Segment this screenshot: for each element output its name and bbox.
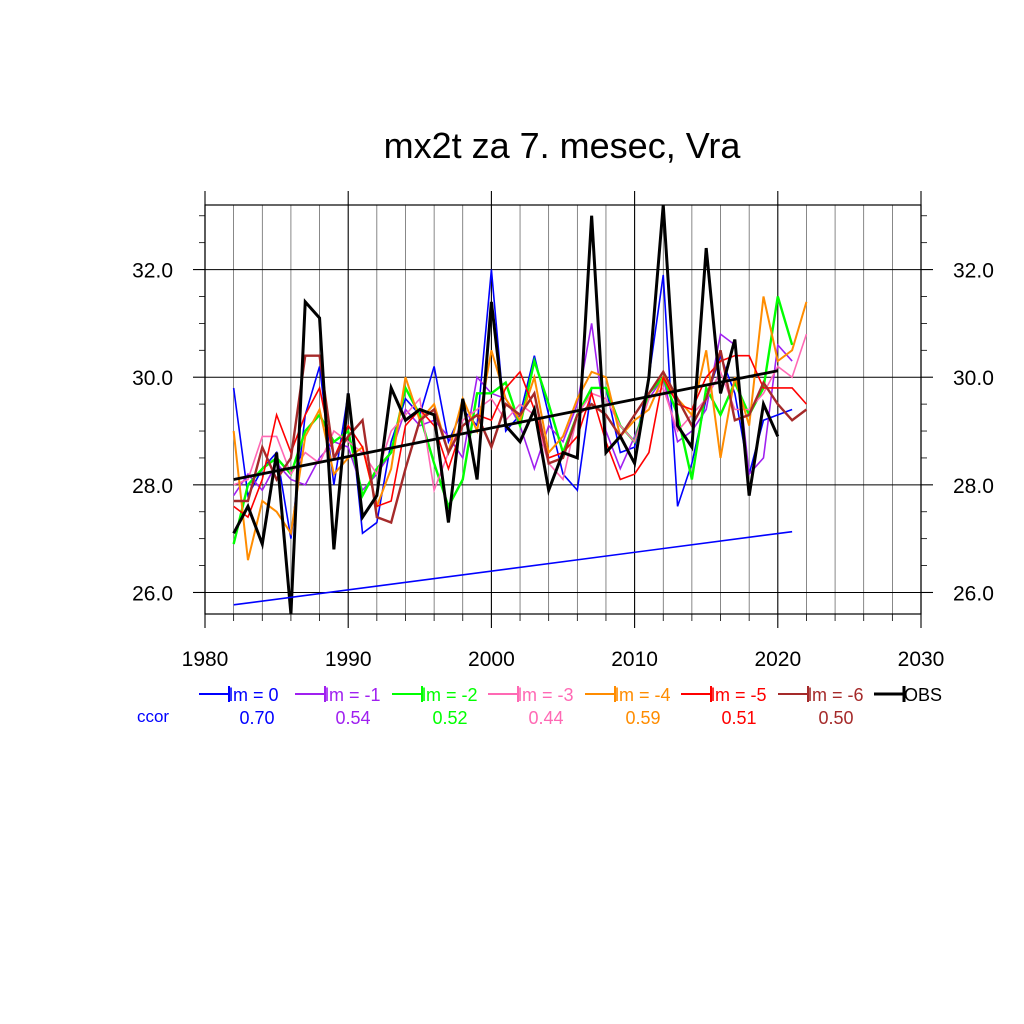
legend-label: lm = -2 [422,685,478,705]
x-tick-label: 2000 [468,648,515,671]
legend-ccor-value: 0.70 [239,708,274,728]
x-tick-label: 2030 [898,648,945,671]
legend-label: lm = 0 [229,685,279,705]
legend-label: lm = -1 [325,685,381,705]
y-tick-label-left: 30.0 [132,367,173,390]
y-tick-label-right: 28.0 [953,475,994,498]
legend-label: lm = -5 [711,685,767,705]
x-tick-label: 1980 [182,648,229,671]
legend-ccor-value: 0.51 [721,708,756,728]
x-tick-label: 1990 [325,648,372,671]
series-line-lm-6 [233,349,808,525]
legend-label: lm = -6 [808,685,864,705]
legend-ccor-value: 0.52 [432,708,467,728]
legend-ccor-value: 0.50 [818,708,853,728]
y-tick-label-right: 30.0 [953,367,994,390]
y-tick-label-right: 26.0 [953,582,994,605]
y-tick-label-right: 32.0 [953,260,994,283]
trend-line [233,369,779,481]
trend-layer [233,369,793,606]
series-line-lm-5 [233,354,808,519]
y-tick-label-left: 28.0 [132,475,173,498]
x-tick-label: 2010 [611,648,658,671]
legend-label: OBS [904,685,942,705]
legend-ccor-value: 0.59 [625,708,660,728]
legend-label: lm = -4 [615,685,671,705]
legend: ccor lm = 0 0.70 lm = -1 0.54 lm = -2 0.52 lm … [137,685,942,728]
trend-line [233,530,793,606]
y-tick-label-left: 32.0 [132,260,173,283]
legend-label: lm = -3 [518,685,574,705]
legend-ccor-value: 0.54 [335,708,370,728]
axes: 1980 1990 2000 2010 2020 2030 26.0 26.0 28.0 28.0… [132,191,994,671]
x-tick-label: 2020 [754,648,801,671]
y-tick-label-left: 26.0 [132,582,173,605]
chart-title: mx2t za 7. mesec, Vra [384,125,742,166]
legend-ccor-value: 0.44 [528,708,563,728]
plot-frame [204,204,922,615]
ccor-label: ccor [137,707,169,726]
